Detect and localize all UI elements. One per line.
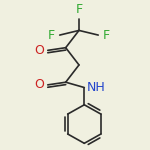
Text: F: F <box>48 29 55 42</box>
Text: F: F <box>103 29 110 42</box>
Text: O: O <box>35 44 44 57</box>
Text: NH: NH <box>87 81 106 94</box>
Text: F: F <box>75 3 83 16</box>
Text: O: O <box>35 78 44 91</box>
